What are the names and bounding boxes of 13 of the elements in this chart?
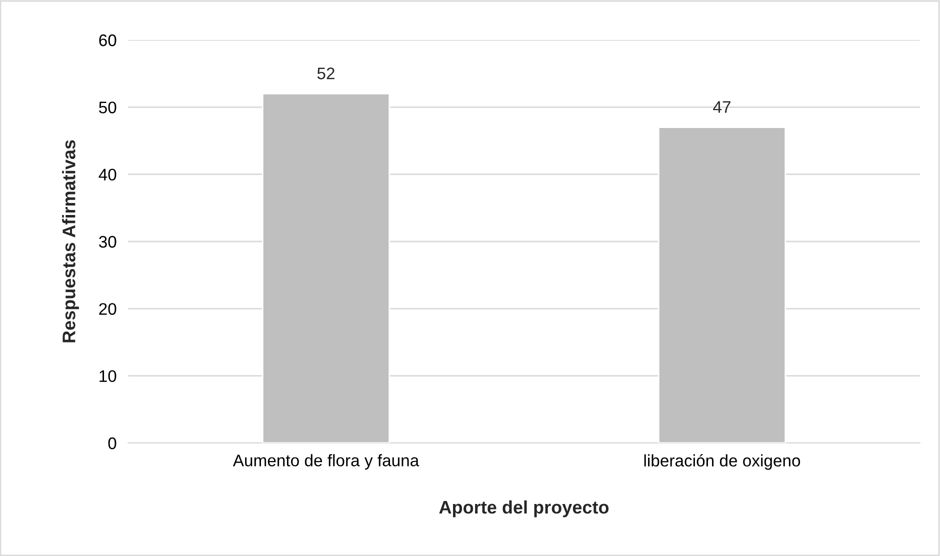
- y-tick-label: 40: [98, 168, 116, 181]
- y-tick-label: 60: [99, 34, 116, 46]
- y-tick-label: 10: [100, 370, 116, 382]
- data-label: 52: [317, 68, 334, 80]
- y-axis-title: Respuestas Afirmativas: [62, 140, 79, 342]
- y-tick-label: 20: [99, 303, 116, 315]
- x-axis-title: Aporte del proyecto: [439, 500, 609, 518]
- data-label: 47: [713, 101, 730, 113]
- x-tick-label: Aumento de flora y fauna: [232, 454, 420, 470]
- y-tick-label: 30: [98, 236, 116, 248]
- y-tick-label: 50: [99, 102, 116, 114]
- x-tick-label: liberación de oxigeno: [644, 454, 800, 470]
- y-tick-label: 0: [108, 437, 116, 450]
